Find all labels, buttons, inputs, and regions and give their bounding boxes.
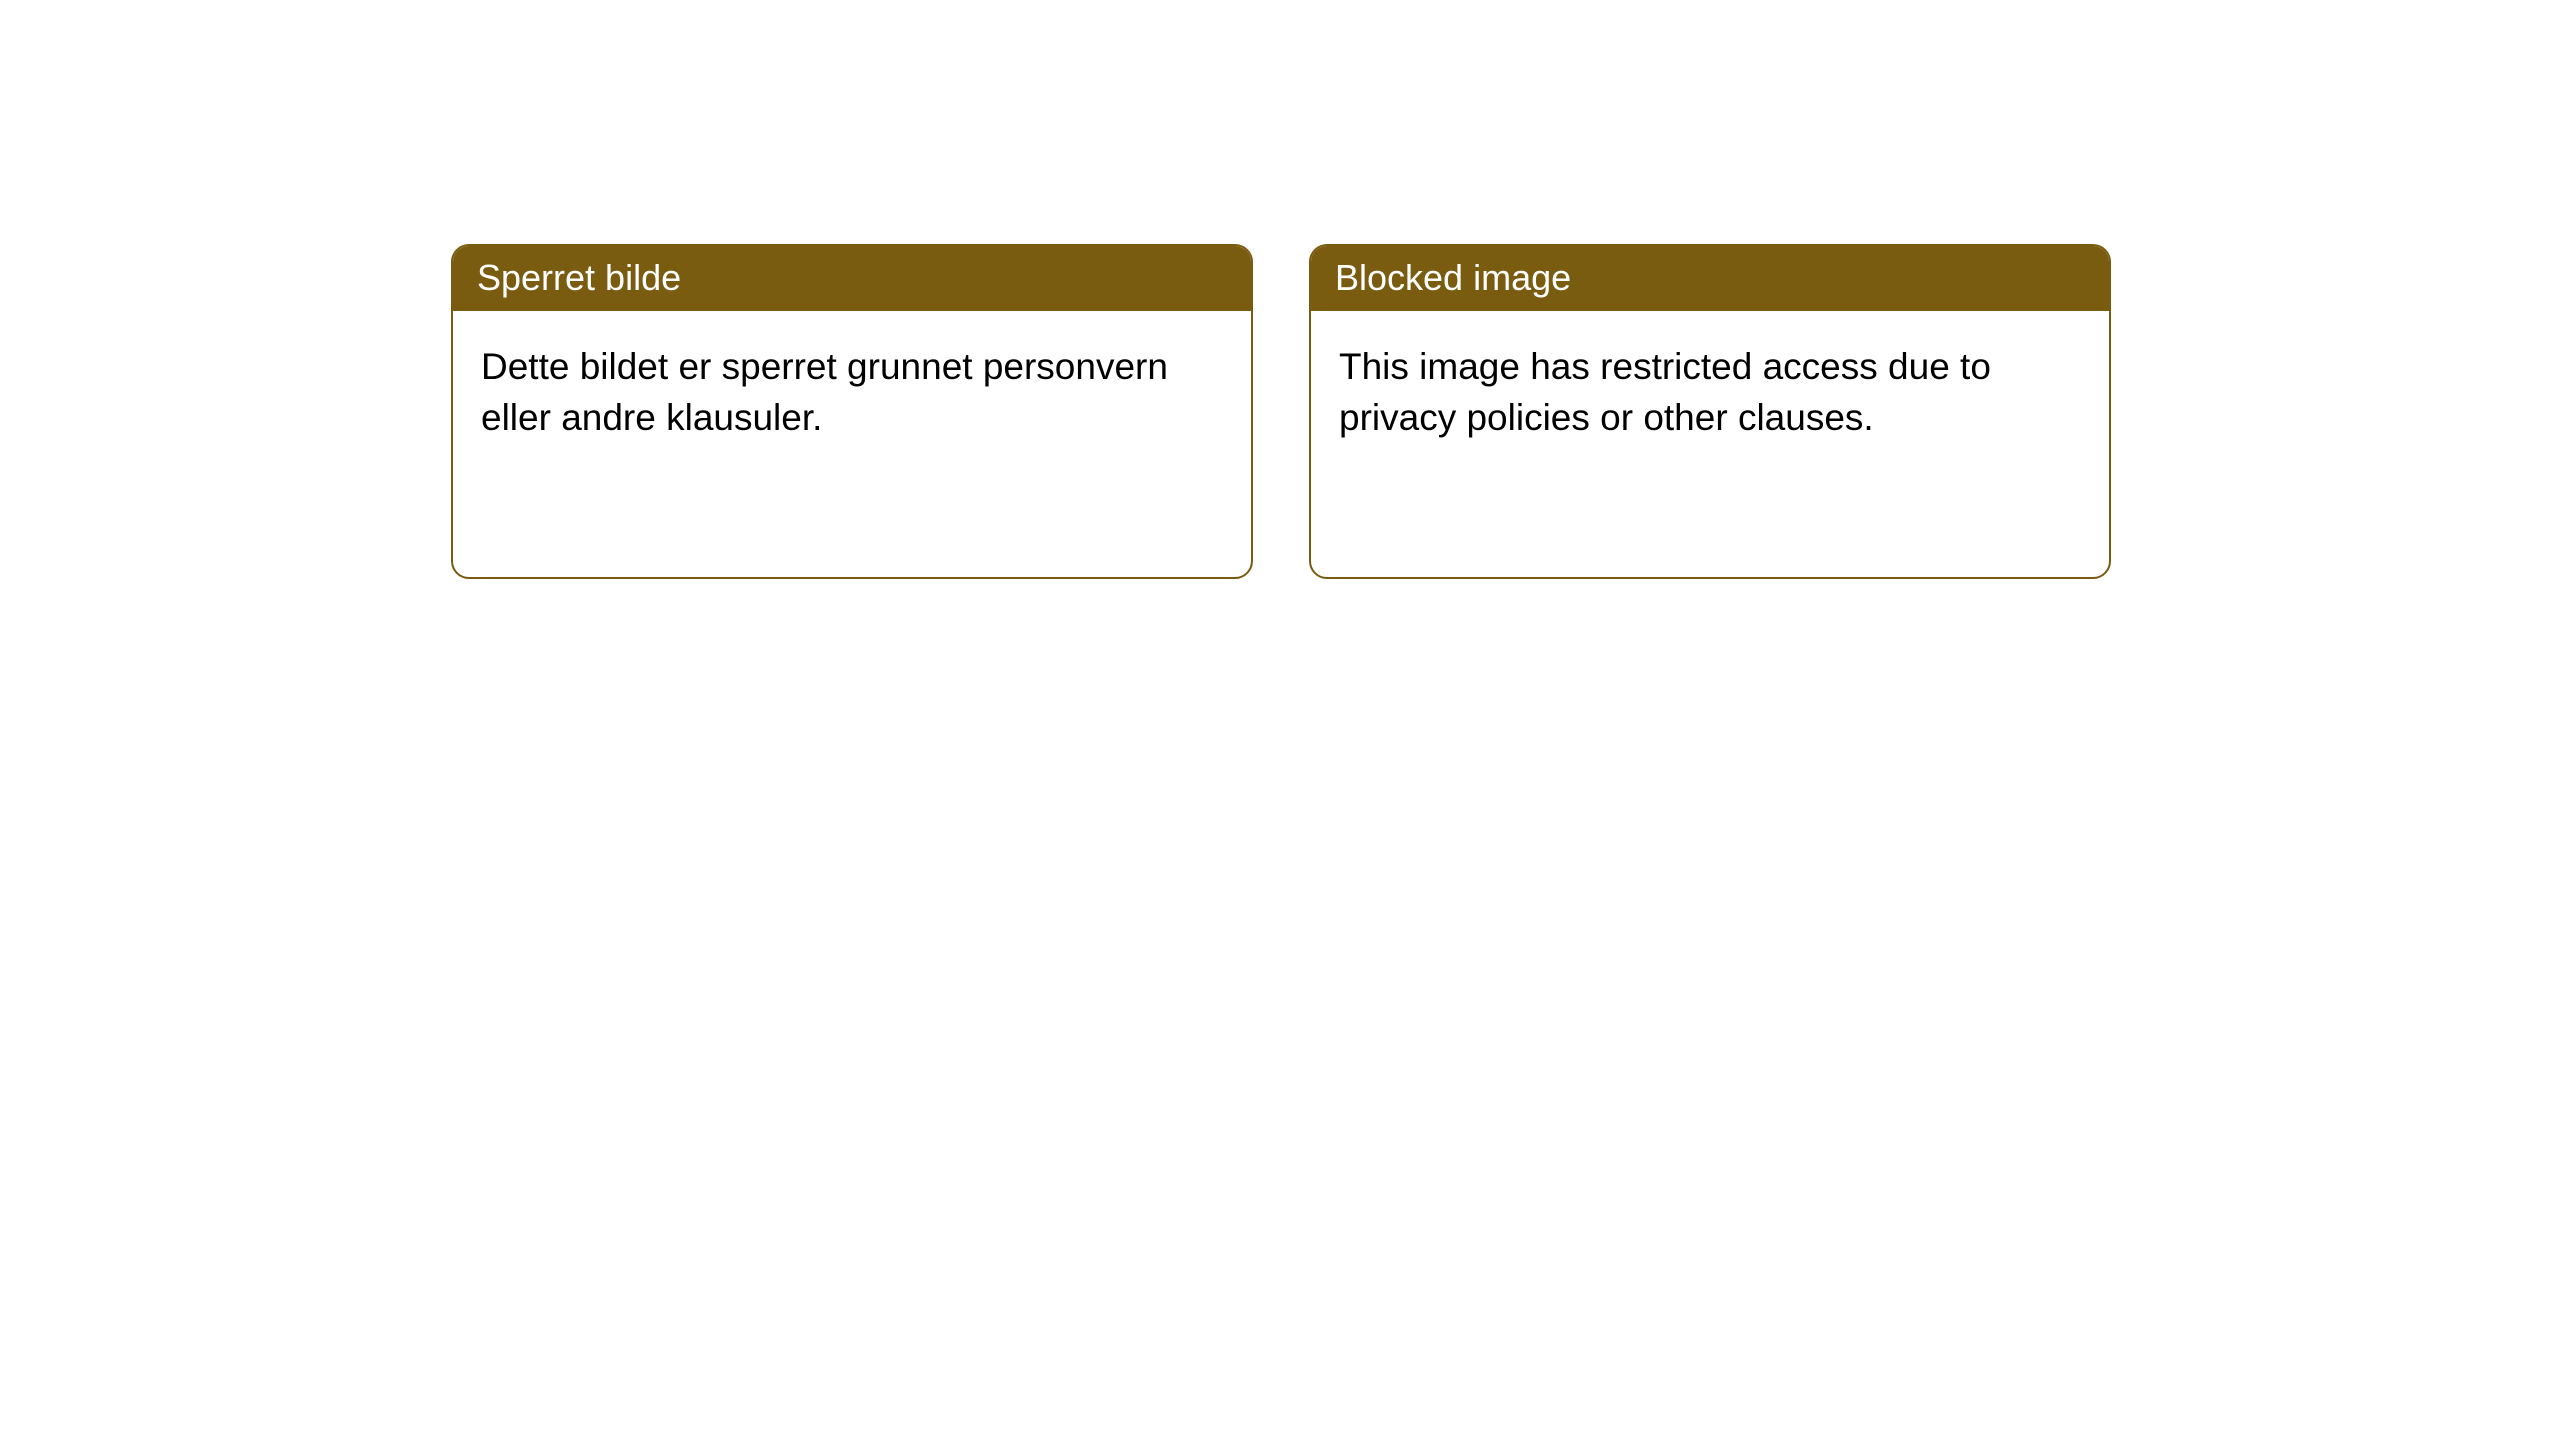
notice-card-norwegian: Sperret bilde Dette bildet er sperret gr…	[451, 244, 1253, 579]
card-body-text: This image has restricted access due to …	[1311, 311, 2109, 473]
card-body-text: Dette bildet er sperret grunnet personve…	[453, 311, 1251, 473]
card-title: Blocked image	[1311, 246, 2109, 311]
notice-cards-container: Sperret bilde Dette bildet er sperret gr…	[0, 0, 2560, 579]
notice-card-english: Blocked image This image has restricted …	[1309, 244, 2111, 579]
card-title: Sperret bilde	[453, 246, 1251, 311]
